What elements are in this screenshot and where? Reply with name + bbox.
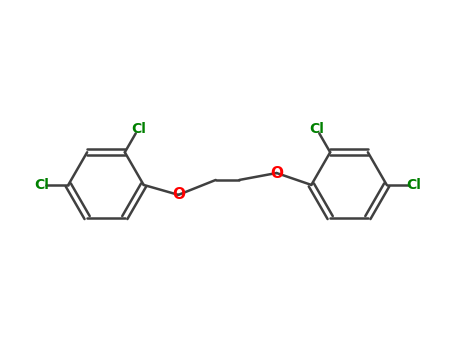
Text: O: O bbox=[172, 187, 185, 202]
Text: Cl: Cl bbox=[406, 178, 421, 192]
Text: Cl: Cl bbox=[34, 178, 49, 192]
Text: Cl: Cl bbox=[309, 122, 324, 136]
Text: Cl: Cl bbox=[131, 122, 146, 136]
Text: O: O bbox=[270, 166, 283, 181]
